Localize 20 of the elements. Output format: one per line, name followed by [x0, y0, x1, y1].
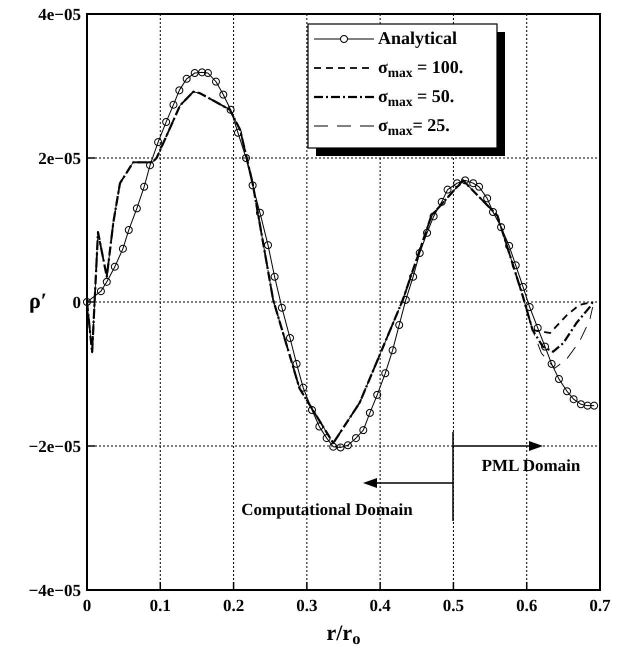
legend-label: σ$_{max}$ = 100. [378, 57, 464, 80]
legend-label: σ$_{max}$= 25. [378, 115, 450, 138]
x-tick-label: 0.7 [589, 596, 612, 615]
y-tick-label: 0 [72, 293, 81, 312]
x-tick-label: 0.5 [442, 596, 464, 615]
x-tick-label: 0.6 [516, 596, 538, 615]
legend-label: Analytical [378, 28, 457, 48]
x-tick-label: 0.4 [370, 596, 392, 615]
y-tick-label: −4e−05 [28, 581, 81, 600]
x-tick-label: 0.3 [296, 596, 318, 615]
y-tick-label: −2e−05 [28, 437, 81, 456]
annotation: Computational Domain [241, 500, 414, 519]
x-tick-label: 0.2 [222, 596, 244, 615]
legend-label: σ$_{max}$ = 50. [378, 86, 454, 109]
y-tick-label: 2e−05 [38, 149, 81, 168]
y-axis-title: ρ′ [29, 288, 47, 313]
x-axis-title: r/r$_{o}$ [326, 620, 360, 648]
x-tick-label: 0.1 [150, 596, 171, 615]
y-tick-label: 4e−05 [38, 5, 81, 24]
annotation: PML Domain [482, 456, 581, 475]
